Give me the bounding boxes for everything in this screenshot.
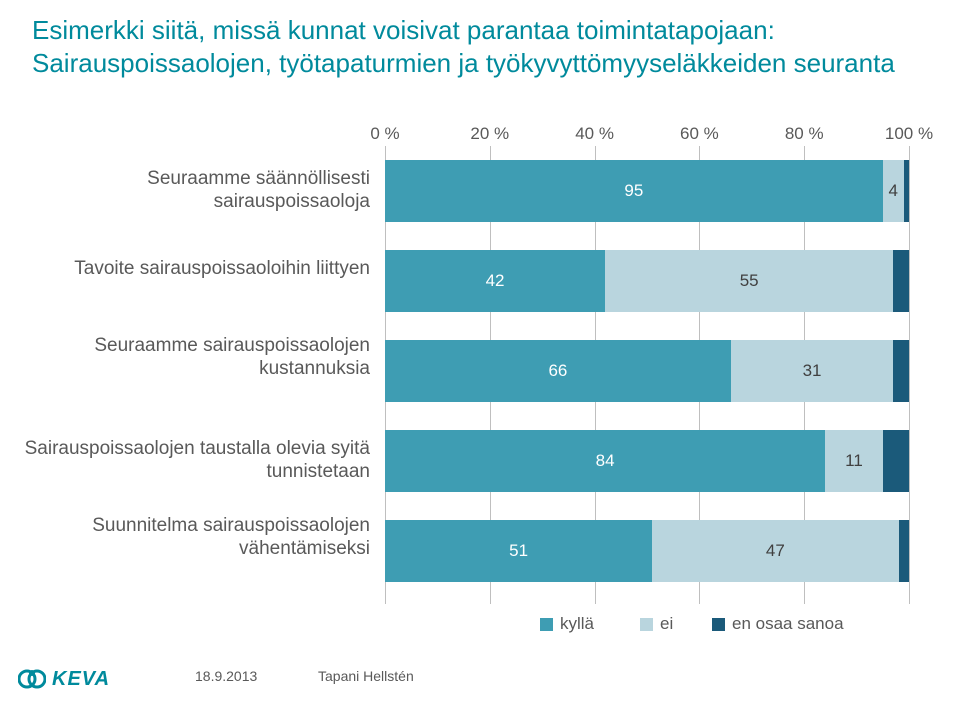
bar-category-label: Seuraamme säännöllisesti sairauspoissaol… <box>20 168 370 214</box>
bar-segment-eos <box>893 250 909 312</box>
bar-category-label: Sairauspoissaolojen taustalla olevia syi… <box>20 438 370 484</box>
bar-segment-ei: 4 <box>883 160 904 222</box>
x-tick-label: 40 % <box>565 124 625 144</box>
legend-label: kyllä <box>560 614 594 634</box>
bar-category-label: Suunnitelma sairauspoissaolojen vähentäm… <box>20 515 370 561</box>
legend-item-eos: en osaa sanoa <box>712 614 844 634</box>
x-tick-label: 60 % <box>669 124 729 144</box>
stacked-bar: 51 47 <box>385 520 909 582</box>
bar-segment-kylla: 51 <box>385 520 652 582</box>
bar-segment-ei: 11 <box>825 430 883 492</box>
legend-item-ei: ei <box>640 614 673 634</box>
stacked-bar: 84 11 <box>385 430 909 492</box>
bar-segment-kylla: 95 <box>385 160 883 222</box>
x-tick-label: 80 % <box>774 124 834 144</box>
stacked-bar: 42 55 <box>385 250 909 312</box>
logo-icon <box>18 665 46 693</box>
bar-value-label: 31 <box>803 361 822 381</box>
page-title: Esimerkki siitä, missä kunnat voisivat p… <box>32 14 920 81</box>
legend-label: ei <box>660 614 673 634</box>
legend-label: en osaa sanoa <box>732 614 844 634</box>
footer-date: 18.9.2013 <box>195 668 257 684</box>
bar-segment-kylla: 42 <box>385 250 605 312</box>
stacked-bar: 95 4 <box>385 160 909 222</box>
bar-value-label: 66 <box>548 361 567 381</box>
legend-swatch <box>712 618 725 631</box>
bar-segment-eos <box>899 520 909 582</box>
bar-value-label: 95 <box>624 181 643 201</box>
legend-swatch <box>540 618 553 631</box>
x-tick-label: 100 % <box>879 124 939 144</box>
logo-text: KEVA <box>52 668 110 691</box>
bar-value-label: 55 <box>740 271 759 291</box>
bar-segment-ei: 31 <box>731 340 893 402</box>
bar-segment-eos <box>883 430 909 492</box>
gridline <box>909 146 910 604</box>
bar-segment-ei: 55 <box>605 250 893 312</box>
x-tick-label: 0 % <box>355 124 415 144</box>
footer-author: Tapani Hellstén <box>318 668 414 684</box>
bar-segment-eos <box>904 160 909 222</box>
brand-logo: KEVA <box>18 665 110 693</box>
bar-value-label: 42 <box>486 271 505 291</box>
bar-category-label: Tavoite sairauspoissaoloihin liittyen <box>20 258 370 281</box>
bar-value-label: 51 <box>509 541 528 561</box>
bar-segment-kylla: 84 <box>385 430 825 492</box>
bar-value-label: 47 <box>766 541 785 561</box>
bar-segment-eos <box>893 340 909 402</box>
bar-segment-ei: 47 <box>652 520 898 582</box>
x-tick-label: 20 % <box>460 124 520 144</box>
stacked-bar: 66 31 <box>385 340 909 402</box>
bar-category-label: Seuraamme sairauspoissaolojen kustannuks… <box>20 335 370 381</box>
bar-value-label: 4 <box>889 181 898 201</box>
bar-segment-kylla: 66 <box>385 340 731 402</box>
bar-value-label: 11 <box>845 451 863 471</box>
bar-value-label: 84 <box>596 451 615 471</box>
legend-item-kylla: kyllä <box>540 614 594 634</box>
legend-swatch <box>640 618 653 631</box>
